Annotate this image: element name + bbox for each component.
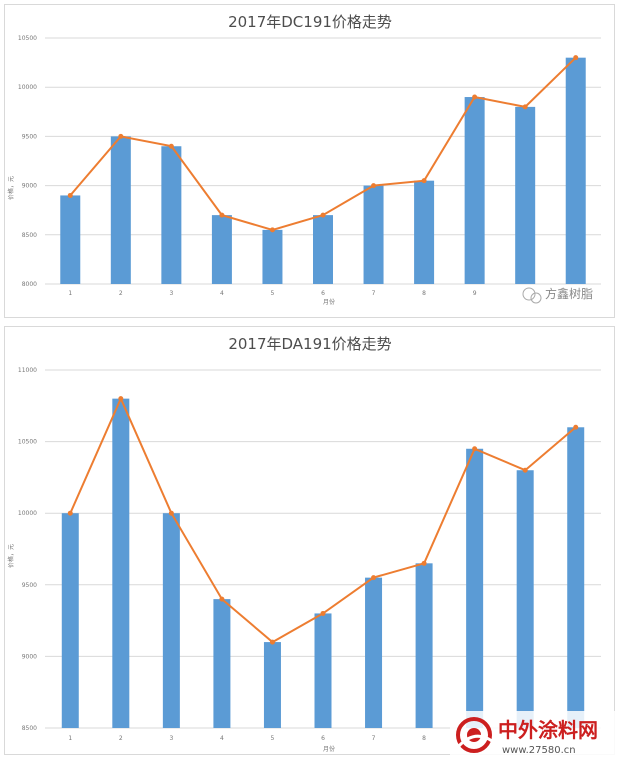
x-tick-label: 1	[68, 735, 72, 742]
y-tick-label: 10000	[18, 510, 37, 517]
brand-name: 中外涂料网	[498, 718, 598, 742]
line-point	[118, 133, 124, 139]
x-tick-label: 5	[271, 290, 275, 297]
bar	[515, 106, 536, 284]
line-point	[421, 178, 427, 184]
x-axis-label: 月份	[323, 298, 335, 306]
x-tick-label: 2	[119, 290, 123, 297]
line-point	[269, 639, 275, 645]
y-tick-label: 10500	[18, 439, 37, 446]
bar	[516, 470, 534, 728]
line-point	[320, 610, 326, 616]
y-tick-label: 8500	[22, 232, 37, 239]
bar	[162, 513, 180, 728]
bar	[565, 57, 586, 285]
bar	[61, 513, 79, 728]
chart-panel-da191: 2017年DA191价格走势 8500 9000 9500 10000 10500 110…	[4, 326, 615, 755]
x-tick-label: 7	[372, 735, 376, 742]
line-point	[573, 424, 579, 430]
y-tick-label: 8000	[22, 281, 37, 288]
bar	[60, 195, 81, 284]
bar	[213, 599, 231, 728]
line-point	[67, 192, 73, 198]
bar	[466, 448, 484, 728]
x-tick-label: 9	[473, 290, 477, 297]
bar	[262, 229, 283, 284]
line-point	[371, 183, 377, 189]
x-tick-label: 5	[271, 735, 275, 742]
chart-da191: 2017年DA191价格走势 8500 9000 9500 10000 10500 110…	[7, 335, 601, 753]
line-point	[320, 212, 326, 218]
bar	[110, 136, 131, 284]
line-point	[522, 104, 528, 110]
watermark-text: 方鑫树脂	[545, 286, 593, 301]
bar	[112, 398, 130, 728]
x-tick-label: 4	[220, 290, 224, 297]
y-tick-label: 9000	[22, 653, 37, 660]
x-tick-label: 1	[68, 290, 72, 297]
y-axis-label: 价格，元	[7, 544, 15, 568]
line-point	[168, 510, 174, 516]
bar	[211, 215, 232, 284]
y-tick-label: 10000	[18, 84, 37, 91]
bar	[313, 215, 333, 284]
line-point	[67, 510, 73, 516]
bar	[314, 613, 332, 728]
line-point	[371, 575, 377, 581]
line-point	[269, 227, 275, 233]
y-tick-label: 8500	[22, 725, 37, 732]
line-point	[421, 560, 427, 566]
x-tick-label: 2	[119, 735, 123, 742]
wechat-icon	[522, 287, 542, 304]
line-point	[472, 446, 478, 452]
brand-url: www.27580.cn	[502, 745, 576, 756]
line-point	[118, 396, 124, 402]
watermark-fangxin: 方鑫树脂	[522, 286, 593, 304]
bar	[263, 642, 281, 728]
bar	[464, 97, 485, 284]
y-tick-label: 9500	[22, 133, 37, 140]
chart-dc191: 2017年DC191价格走势 8000 8500 9000 9500 10000 1050…	[7, 13, 601, 306]
x-tick-label: 6	[321, 290, 325, 297]
bar	[414, 180, 435, 284]
chart-panel-dc191: 2017年DC191价格走势 8000 8500 9000 9500 10000 1050…	[4, 4, 615, 318]
x-tick-label: 7	[372, 290, 376, 297]
bar	[567, 427, 585, 728]
line-point	[573, 55, 579, 61]
x-tick-label: 3	[169, 290, 173, 297]
x-tick-label: 8	[422, 290, 426, 297]
line-point	[472, 94, 478, 100]
line-point	[219, 212, 225, 218]
y-axis-label: 价格，元	[7, 176, 15, 200]
x-tick-label: 4	[220, 735, 224, 742]
chart-title: 2017年DC191价格走势	[228, 13, 392, 31]
x-axis-label: 月份	[323, 745, 335, 753]
x-tick-label: 6	[321, 735, 325, 742]
y-tick-label: 10500	[18, 35, 37, 42]
watermark-27580: 中外涂料网 www.27580.cn	[450, 711, 620, 759]
x-tick-label: 3	[169, 735, 173, 742]
y-tick-label: 9500	[22, 582, 37, 589]
bar	[161, 146, 182, 284]
bar	[363, 185, 384, 284]
line-point	[522, 467, 528, 473]
x-tick-label: 8	[422, 735, 426, 742]
bar	[365, 577, 383, 728]
line-point	[168, 143, 174, 149]
chart-title: 2017年DA191价格走势	[228, 335, 391, 353]
series-line	[69, 56, 577, 231]
logo-icon	[456, 717, 493, 753]
y-tick-label: 11000	[18, 367, 37, 374]
bar	[415, 563, 433, 728]
line-point	[219, 596, 225, 602]
series-line	[69, 396, 577, 644]
y-tick-label: 9000	[22, 183, 37, 190]
